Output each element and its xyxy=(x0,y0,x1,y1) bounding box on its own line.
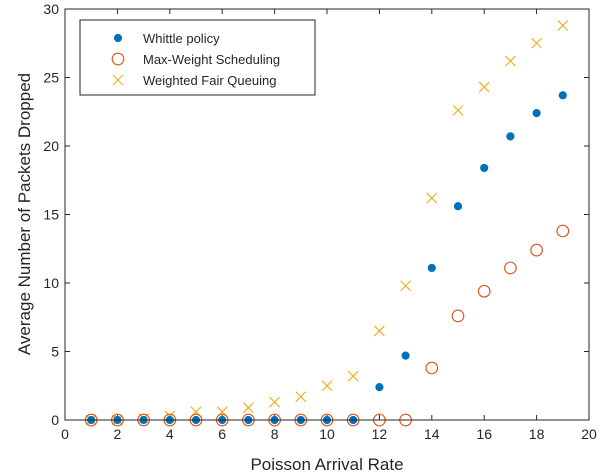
legend-box xyxy=(79,19,316,96)
legend-marker xyxy=(113,33,123,43)
data-point xyxy=(373,325,385,337)
data-point xyxy=(453,202,463,211)
data-point xyxy=(532,109,541,118)
data-point xyxy=(295,391,307,403)
x-axis-label: Poisson Arrival Rate xyxy=(250,455,403,474)
y-tick-label: 25 xyxy=(43,70,59,86)
x-tick-label: 0 xyxy=(61,426,69,442)
data-point xyxy=(242,402,254,414)
data-point xyxy=(557,20,569,31)
data-point xyxy=(531,37,543,49)
ticks-layer: 0 2 4 6 8 10 12 14 16 18 20 0 5 10 15 20 25 30 xyxy=(43,1,597,442)
data-point xyxy=(347,370,359,382)
x-tick-label: 6 xyxy=(218,426,226,442)
data-point xyxy=(556,224,570,238)
data-point xyxy=(452,104,464,116)
y-tick-label: 5 xyxy=(51,344,59,360)
y-tick-label: 20 xyxy=(43,138,59,154)
data-point xyxy=(401,351,410,360)
data-point xyxy=(400,280,412,292)
y-tick-label: 0 xyxy=(51,412,59,428)
data-point xyxy=(530,243,543,257)
y-tick-label: 30 xyxy=(43,1,59,17)
data-point xyxy=(477,284,491,298)
x-tick-label: 4 xyxy=(166,426,174,442)
y-tick-label: 10 xyxy=(43,275,59,291)
x-tick-label: 2 xyxy=(114,426,122,442)
data-point xyxy=(321,380,333,392)
x-tick-label: 14 xyxy=(424,426,440,442)
data-point xyxy=(269,396,281,408)
y-tick-label: 15 xyxy=(43,207,59,223)
x-tick-label: 20 xyxy=(581,426,597,442)
data-point xyxy=(478,81,490,93)
data-point xyxy=(480,163,489,173)
axes-box xyxy=(64,8,590,421)
data-point xyxy=(426,192,438,204)
x-tick-label: 8 xyxy=(271,426,279,442)
data-point xyxy=(504,55,516,67)
data-point xyxy=(375,383,384,392)
y-axis-label: Average Number of Packets Dropped xyxy=(15,73,34,355)
x-tick-label: 18 xyxy=(529,426,545,442)
legend-label: Max-Weight Scheduling xyxy=(143,52,280,67)
data-point xyxy=(427,263,436,273)
legend-marker xyxy=(111,52,125,66)
data-point xyxy=(504,261,517,275)
legend-marker xyxy=(112,74,124,86)
legend-label: Whittle policy xyxy=(143,31,220,46)
data-point xyxy=(558,91,567,100)
legend-label: Weighted Fair Queuing xyxy=(143,73,276,88)
x-tick-label: 16 xyxy=(476,426,492,442)
x-tick-label: 10 xyxy=(319,426,335,442)
x-tick-label: 12 xyxy=(372,426,388,442)
data-point xyxy=(425,361,439,375)
data-point xyxy=(451,309,465,323)
data-point xyxy=(506,132,515,141)
legend: Whittle policy Max-Weight Scheduling Weigh… xyxy=(79,19,316,96)
